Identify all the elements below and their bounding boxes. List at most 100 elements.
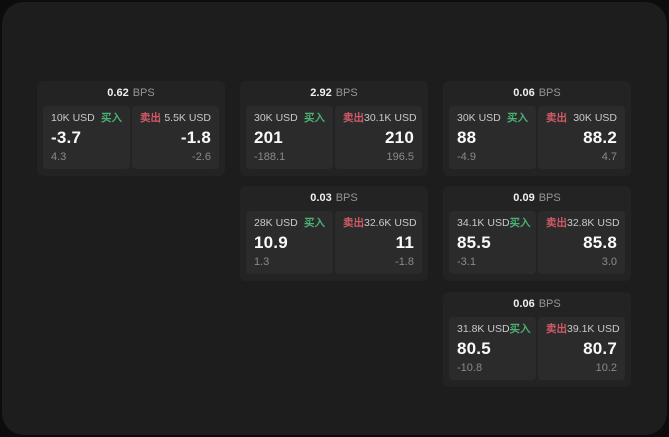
sell-side-label: 卖出 [546, 323, 567, 335]
buy-size: 34.1K USD [457, 217, 510, 229]
sell-side-label: 卖出 [343, 112, 364, 124]
buy-size: 30K USD [254, 112, 298, 124]
spread-header: 0.09 BPS [443, 186, 631, 211]
bps-unit-label: BPS [335, 192, 358, 204]
sell-tile-top: 卖出 30K USD [546, 113, 617, 124]
sell-side-label: 卖出 [546, 217, 567, 229]
buy-size: 30K USD [457, 112, 501, 124]
buy-tile[interactable]: 30K USD 买入 88 -4.9 [449, 106, 536, 169]
quote-tiles: 10K USD 买入 -3.7 4.3 卖出 5.5K USD -1.8 -2.… [43, 106, 219, 169]
quote-tiles: 30K USD 买入 201 -188.1 卖出 30.1K USD 210 1… [246, 106, 422, 169]
spread-value: 2.92 [310, 87, 332, 99]
buy-price: 201 [254, 128, 283, 148]
buy-price: -3.7 [51, 128, 82, 148]
quote-card-3: 0.06 BPS 30K USD 买入 88 -4.9 卖出 30K USD 8… [443, 81, 631, 176]
buy-delta: 4.3 [51, 151, 67, 163]
buy-side-label: 买入 [304, 217, 325, 229]
sell-size: 39.1K USD [567, 323, 620, 335]
buy-price: 80.5 [457, 339, 491, 359]
quote-card-1: 0.62 BPS 10K USD 买入 -3.7 4.3 卖出 5.5K USD… [37, 81, 225, 176]
buy-side-label: 买入 [507, 112, 528, 124]
buy-price: 85.5 [457, 233, 491, 253]
buy-side-label: 买入 [509, 323, 531, 335]
bps-unit-label: BPS [538, 298, 561, 310]
sell-tile-top: 卖出 30.1K USD [343, 112, 417, 124]
bps-unit-label: BPS [538, 192, 561, 204]
buy-side-label: 买入 [304, 112, 325, 124]
sell-side-label: 卖出 [140, 112, 161, 124]
spread-header: 0.62 BPS [37, 81, 225, 106]
sell-size: 32.6K USD [364, 217, 417, 229]
buy-size: 31.8K USD [457, 323, 510, 335]
buy-tile[interactable]: 10K USD 买入 -3.7 4.3 [43, 106, 130, 169]
sell-price: 85.8 [583, 233, 617, 253]
spread-value: 0.09 [513, 192, 535, 204]
sell-tile[interactable]: 卖出 39.1K USD 80.7 10.2 [538, 317, 625, 380]
quote-tiles: 30K USD 买入 88 -4.9 卖出 30K USD 88.2 4.7 [449, 106, 625, 169]
buy-tile[interactable]: 31.8K USD 买入 80.5 -10.8 [449, 317, 536, 380]
sell-tile-top: 卖出 32.8K USD [546, 217, 620, 229]
sell-size: 30.1K USD [364, 112, 417, 124]
quote-tiles: 28K USD 买入 10.9 1.3 卖出 32.6K USD 11 -1.8 [246, 211, 422, 274]
sell-tile[interactable]: 卖出 32.8K USD 85.8 3.0 [538, 211, 625, 274]
sell-price: 210 [385, 128, 414, 148]
quote-tiles: 31.8K USD 买入 80.5 -10.8 卖出 39.1K USD 80.… [449, 317, 625, 380]
buy-tile[interactable]: 28K USD 买入 10.9 1.3 [246, 211, 333, 274]
buy-tile-top: 31.8K USD 买入 [457, 323, 531, 335]
buy-size: 10K USD [51, 112, 95, 124]
sell-tile[interactable]: 卖出 32.6K USD 11 -1.8 [335, 211, 422, 274]
buy-size: 28K USD [254, 217, 298, 229]
sell-size: 32.8K USD [567, 217, 620, 229]
quote-card-5: 0.09 BPS 34.1K USD 买入 85.5 -3.1 卖出 32.8K… [443, 186, 631, 281]
sell-delta: 4.7 [601, 151, 617, 163]
buy-price: 10.9 [254, 233, 288, 253]
buy-delta: -3.1 [457, 256, 476, 268]
buy-side-label: 买入 [101, 112, 122, 124]
sell-tile[interactable]: 卖出 5.5K USD -1.8 -2.6 [132, 106, 219, 169]
quote-tiles: 34.1K USD 买入 85.5 -3.1 卖出 32.8K USD 85.8… [449, 211, 625, 274]
buy-side-label: 买入 [509, 217, 531, 229]
spread-header: 0.03 BPS [240, 186, 428, 211]
sell-price: 80.7 [583, 339, 617, 359]
spread-value: 0.06 [513, 87, 535, 99]
buy-tile[interactable]: 34.1K USD 买入 85.5 -3.1 [449, 211, 536, 274]
sell-delta: -2.6 [192, 151, 211, 163]
buy-delta: 1.3 [254, 256, 270, 268]
sell-price: -1.8 [180, 128, 211, 148]
spread-header: 2.92 BPS [240, 81, 428, 106]
spread-value: 0.62 [107, 87, 129, 99]
sell-size: 30K USD [573, 112, 617, 124]
bps-unit-label: BPS [335, 87, 358, 99]
spread-header: 0.06 BPS [443, 81, 631, 106]
sell-delta: 196.5 [386, 151, 414, 163]
sell-tile-top: 卖出 32.6K USD [343, 217, 417, 229]
spread-value: 0.03 [310, 192, 332, 204]
quote-card-2: 2.92 BPS 30K USD 买入 201 -188.1 卖出 30.1K … [240, 81, 428, 176]
sell-tile[interactable]: 卖出 30K USD 88.2 4.7 [538, 106, 625, 169]
buy-delta: -10.8 [457, 362, 483, 374]
sell-delta: -1.8 [395, 256, 414, 268]
buy-tile-top: 28K USD 买入 [254, 218, 325, 229]
quote-card-6: 0.06 BPS 31.8K USD 买入 80.5 -10.8 卖出 39.1… [443, 292, 631, 387]
buy-tile-top: 10K USD 买入 [51, 113, 122, 124]
buy-delta: -188.1 [254, 151, 286, 163]
sell-tile-top: 卖出 5.5K USD [140, 113, 211, 124]
sell-price: 88.2 [583, 128, 617, 148]
quote-card-4: 0.03 BPS 28K USD 买入 10.9 1.3 卖出 32.6K US… [240, 186, 428, 281]
sell-side-label: 卖出 [546, 112, 567, 124]
bps-unit-label: BPS [538, 87, 561, 99]
buy-tile-top: 34.1K USD 买入 [457, 217, 531, 229]
sell-delta: 3.0 [601, 256, 617, 268]
spread-header: 0.06 BPS [443, 292, 631, 317]
sell-side-label: 卖出 [343, 217, 364, 229]
spread-value: 0.06 [513, 298, 535, 310]
sell-tile-top: 卖出 39.1K USD [546, 323, 620, 335]
sell-tile[interactable]: 卖出 30.1K USD 210 196.5 [335, 106, 422, 169]
buy-delta: -4.9 [457, 151, 476, 163]
buy-tile[interactable]: 30K USD 买入 201 -188.1 [246, 106, 333, 169]
bps-unit-label: BPS [132, 87, 155, 99]
buy-price: 88 [457, 128, 477, 148]
sell-size: 5.5K USD [164, 112, 211, 124]
sell-delta: 10.2 [595, 362, 617, 374]
